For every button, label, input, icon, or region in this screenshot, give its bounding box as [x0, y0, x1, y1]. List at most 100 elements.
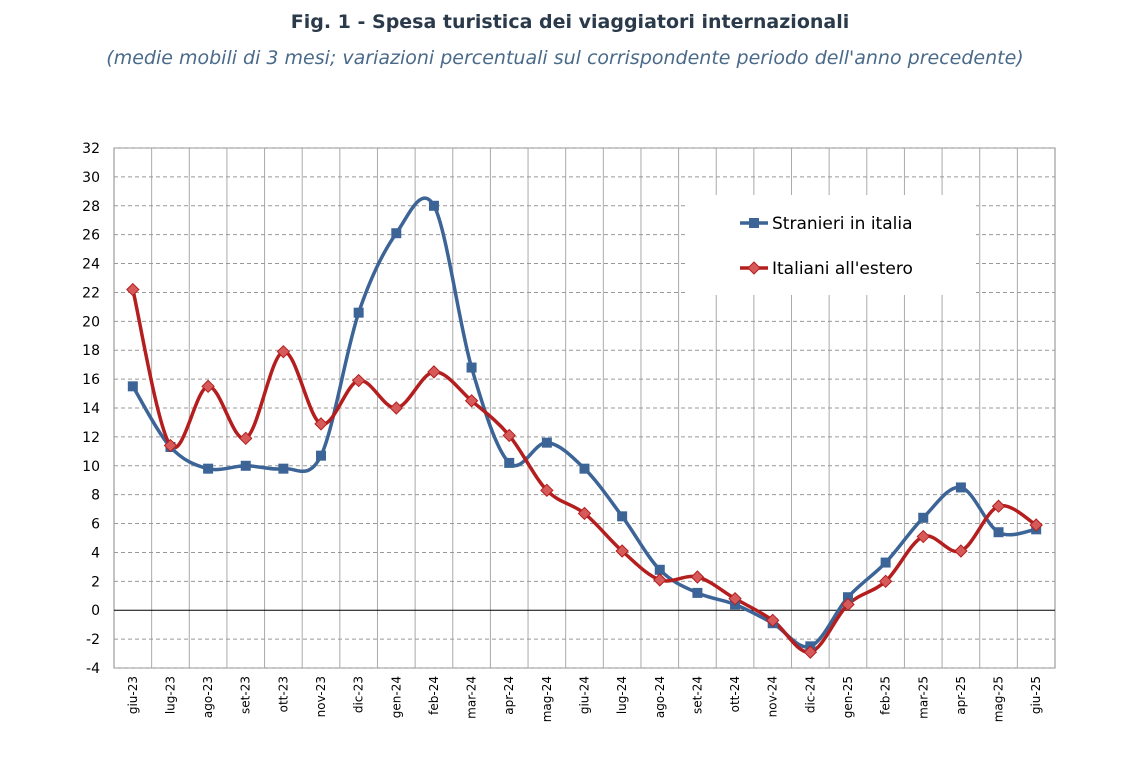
- legend: Stranieri in italia Italiani all'estero: [688, 195, 976, 295]
- y-tick-label: 32: [82, 141, 100, 157]
- data-point: [126, 282, 140, 297]
- y-tick-label: 24: [82, 257, 100, 273]
- y-tick-label: 4: [91, 545, 100, 561]
- data-point: [428, 200, 439, 211]
- x-tick-label: mag-24: [540, 676, 554, 722]
- data-point: [240, 460, 251, 471]
- x-tick-label: gen-24: [389, 676, 403, 718]
- x-tick-label: gen-25: [841, 676, 855, 718]
- data-point: [504, 457, 515, 468]
- data-point: [541, 437, 552, 448]
- y-tick-label: 20: [82, 314, 100, 330]
- y-tick-label: 10: [82, 459, 100, 475]
- x-tick-label: dic-24: [803, 676, 817, 713]
- data-point: [728, 591, 742, 606]
- x-tick-label: apr-24: [502, 676, 516, 715]
- data-point: [803, 645, 818, 659]
- data-point: [466, 362, 477, 373]
- data-point: [464, 394, 479, 408]
- data-point: [954, 544, 968, 558]
- y-tick-label: 2: [91, 574, 100, 590]
- data-point: [690, 570, 705, 584]
- data-point: [278, 463, 289, 474]
- data-point: [765, 613, 780, 628]
- data-point: [502, 428, 516, 443]
- data-point: [427, 365, 441, 379]
- x-tick-label: set-23: [239, 676, 253, 714]
- data-point: [314, 417, 328, 431]
- y-tick-label: 14: [82, 401, 100, 417]
- data-point: [201, 379, 215, 394]
- legend-label: Stranieri in italia: [772, 214, 913, 234]
- data-point: [203, 463, 214, 474]
- data-point: [916, 529, 930, 544]
- x-tick-label: lug-24: [615, 676, 629, 714]
- data-point: [353, 307, 364, 318]
- data-point: [163, 438, 178, 453]
- x-tick-label: ago-24: [653, 676, 667, 718]
- legend-marker: [747, 261, 761, 275]
- x-tick-label: ott-23: [276, 676, 290, 712]
- y-tick-label: 6: [91, 517, 100, 533]
- data-point: [918, 512, 929, 523]
- data-point: [577, 506, 592, 521]
- y-tick-label: 16: [82, 372, 100, 388]
- x-tick-label: apr-25: [954, 676, 968, 715]
- data-point: [579, 463, 590, 474]
- y-tick-label: -2: [86, 632, 100, 648]
- x-tick-label: giu-24: [578, 676, 592, 714]
- data-point: [654, 564, 665, 575]
- x-tick-label: mar-24: [465, 676, 479, 719]
- data-point: [617, 511, 628, 522]
- y-tick-label: 22: [82, 285, 100, 301]
- data-point: [955, 482, 966, 493]
- x-tick-label: nov-23: [314, 676, 328, 717]
- x-tick-label: nov-24: [766, 676, 780, 717]
- x-tick-label: mag-25: [992, 676, 1006, 722]
- data-point: [239, 431, 253, 446]
- y-tick-label: 8: [91, 488, 100, 504]
- chart-subtitle: (medie mobili di 3 mesi; variazioni perc…: [106, 47, 1023, 69]
- data-point: [991, 499, 1006, 513]
- x-tick-label: giu-23: [126, 676, 140, 714]
- data-point: [276, 344, 291, 359]
- data-point: [878, 574, 893, 589]
- y-tick-label: 26: [82, 228, 100, 244]
- x-tick-label: lug-23: [163, 676, 177, 714]
- data-point: [880, 557, 891, 568]
- x-tick-label: giu-25: [1029, 676, 1043, 714]
- data-point: [316, 450, 327, 461]
- data-point: [540, 483, 554, 498]
- y-tick-label: 28: [82, 199, 100, 215]
- x-tick-label: set-24: [690, 676, 704, 714]
- data-point: [1029, 518, 1043, 532]
- y-tick-label: 12: [82, 430, 100, 446]
- data-point: [841, 597, 855, 612]
- y-tick-label: 18: [82, 343, 100, 359]
- data-point: [615, 544, 629, 558]
- data-point: [692, 587, 703, 598]
- data-point: [993, 527, 1004, 538]
- data-point: [842, 592, 853, 603]
- data-point: [351, 373, 366, 388]
- y-tick-label: 30: [82, 170, 100, 186]
- legend-label: Italiani all'estero: [772, 259, 913, 279]
- x-tick-label: ago-23: [201, 676, 215, 718]
- x-tick-label: ott-24: [728, 676, 742, 712]
- y-tick-label: -4: [86, 661, 100, 677]
- data-point: [653, 573, 667, 587]
- y-tick-label: 0: [91, 603, 100, 619]
- legend-marker: [749, 218, 759, 228]
- legend-box: [688, 195, 976, 295]
- data-point: [391, 228, 402, 239]
- chart-title: Fig. 1 - Spesa turistica dei viaggiatori…: [291, 11, 850, 33]
- x-tick-label: mar-25: [916, 676, 930, 719]
- x-tick-label: feb-24: [427, 676, 441, 715]
- x-tick-label: feb-25: [879, 676, 893, 715]
- data-point: [127, 381, 138, 392]
- data-point: [389, 401, 404, 415]
- x-tick-label: dic-23: [352, 676, 366, 713]
- series-line: [131, 289, 1038, 654]
